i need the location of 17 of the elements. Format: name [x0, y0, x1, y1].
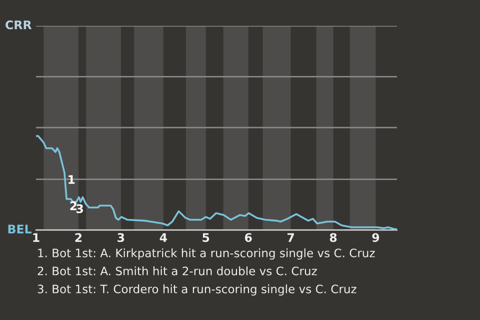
x-tick-label: 5: [202, 233, 210, 242]
ref-line-label: BEL: [8, 224, 32, 234]
x-tick-label: 4: [160, 233, 167, 242]
x-tick-label: 9: [372, 233, 380, 242]
text: 3. Bot 1st: T. Cordero hit a run-scoring single vs C. Cruz: [38, 284, 356, 296]
text: 1. Bot 1st: A. Kirkpatrick hit a run-scoring single vs C. Cruz: [38, 248, 375, 260]
x-tick-label: 2: [75, 233, 82, 242]
x-tick-label: 1: [33, 233, 40, 242]
annotation: 3: [76, 204, 83, 214]
ref-line-label: CRR: [6, 20, 32, 30]
annotation: 1: [68, 175, 75, 184]
annotation: 2: [70, 201, 77, 210]
x-tick-label: 6: [244, 233, 252, 242]
text: 2. Bot 1st: A. Smith hit a 2-run double vs C. Cruz: [38, 266, 317, 276]
x-tick-label: 7: [287, 233, 294, 242]
x-tick-label: 3: [118, 233, 124, 242]
x-tick-label: 8: [330, 233, 337, 242]
